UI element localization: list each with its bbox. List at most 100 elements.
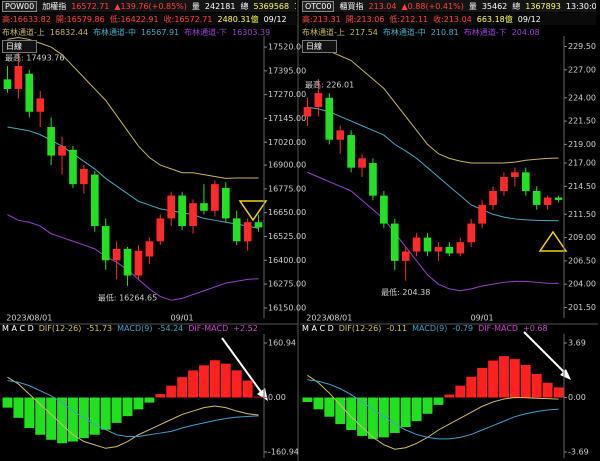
- macd-line: [307, 374, 559, 450]
- candle-body: [69, 149, 77, 185]
- y-tick-label: 16900.00: [268, 161, 306, 170]
- quote-item: 663.18億: [476, 14, 513, 24]
- histogram-bar: [122, 397, 133, 417]
- candle-body: [189, 203, 197, 227]
- candle-body: [554, 197, 563, 200]
- quote-item: 13:30:00: [294, 2, 296, 11]
- histogram-bar: [466, 376, 477, 398]
- macd-line: [7, 380, 259, 437]
- quote-item: OTC00: [302, 0, 335, 12]
- histogram-bar: [188, 370, 198, 398]
- x-tick-label: 09/01: [471, 314, 494, 323]
- down-triangle: [238, 200, 268, 222]
- y-tick-label: 227.00: [568, 65, 596, 74]
- candle-body: [445, 246, 454, 254]
- quote-item: 低:16422.91: [109, 14, 159, 24]
- candle-body: [101, 226, 110, 261]
- indicator-value: 217.54: [349, 27, 378, 37]
- histogram-bar: [335, 397, 346, 425]
- max-annotation: 最高: 226.01: [305, 80, 354, 90]
- histogram-bar: [100, 397, 111, 430]
- band-line: [307, 171, 559, 292]
- macd-line: [7, 376, 259, 449]
- quote-item: 開:213.06: [345, 14, 385, 24]
- y-tick-label: 211.50: [568, 210, 596, 219]
- histogram-bar: [455, 385, 466, 398]
- candle-body: [511, 172, 519, 177]
- histogram-bar: [488, 360, 498, 398]
- histogram-bar: [2, 397, 13, 408]
- y-tick-label: 204.00: [568, 280, 596, 289]
- candle-body: [532, 190, 541, 205]
- histogram-bar: [368, 397, 378, 439]
- indicator-value: 16567.91: [140, 27, 180, 37]
- quote-row: OTC00 櫃買指 213.04 ▲0.88(+0.41%) 量 35462 總 136789…: [302, 0, 596, 12]
- quote-item: 總: [512, 1, 521, 11]
- histogram-bar: [433, 397, 444, 405]
- candle-body: [347, 135, 355, 168]
- histogram-bar: [199, 365, 209, 398]
- x-tick-label: 2023/08/01: [306, 314, 352, 323]
- y-tick-label: 16150.00: [268, 303, 306, 312]
- arrow: [523, 331, 571, 380]
- indicator-value: 204.08: [511, 27, 540, 37]
- histogram-bar: [111, 397, 122, 423]
- candle-body: [489, 190, 497, 205]
- candle-body: [467, 223, 476, 243]
- candle-body: [58, 146, 66, 156]
- histogram-bar: [24, 397, 35, 428]
- y-tick-label: 0.00: [268, 393, 286, 402]
- candle-body: [200, 203, 208, 211]
- quote-item: 櫃買指: [339, 1, 364, 11]
- histogram-bar: [231, 370, 242, 398]
- histogram-bar: [302, 397, 313, 402]
- candle-body: [369, 163, 377, 196]
- y-tick-label: 17020.00: [268, 138, 306, 147]
- indicator-value: 16832.44: [49, 27, 89, 37]
- y-tick-label: 3.69: [568, 339, 586, 348]
- candle-body: [390, 223, 399, 261]
- y-tick-label: 16400.00: [268, 256, 306, 265]
- histogram-bar: [155, 394, 166, 398]
- y-tick-label: 16275.00: [268, 280, 306, 289]
- y-tick-label: 201.50: [568, 303, 596, 312]
- quote-item: 量: [191, 1, 200, 11]
- quote-item: 開:16579.86: [55, 14, 105, 24]
- candle-body: [112, 248, 121, 261]
- histogram-bar: [324, 397, 335, 417]
- macd-line: [307, 379, 559, 440]
- macd-title: M A C D: [302, 323, 334, 333]
- min-annotation: 最低: 204.38: [381, 287, 430, 297]
- candle-body: [145, 241, 154, 257]
- indicator-name: 布林通道-中: [382, 27, 426, 37]
- quote-item: 2480.31億: [217, 14, 259, 24]
- histogram-bar: [35, 397, 46, 435]
- histogram-bar: [68, 397, 78, 442]
- band-line: [307, 48, 559, 164]
- indicator-row: 布林通道-上 217.54 布林通道-中 210.81 布林通道-下 204.08: [302, 26, 596, 38]
- macd-header: M A C D DIF(12-26) -0.11 MACD(9) -0.79 DIF-MA…: [302, 322, 596, 334]
- candle-body: [14, 66, 23, 89]
- histogram-bar: [509, 359, 520, 398]
- indicator-name: 布林通道-下: [184, 27, 228, 37]
- candle-body: [412, 237, 421, 252]
- histogram-bar: [242, 380, 253, 398]
- histogram-bar: [46, 397, 57, 440]
- quote-item: 09/12: [263, 14, 287, 24]
- y-tick-label: 206.50: [568, 256, 596, 265]
- histogram-bar: [378, 397, 389, 438]
- y-tick-label: 16775.00: [268, 184, 306, 193]
- y-tick-label: 209.00: [568, 233, 596, 242]
- quote-row: POW00 加權指 16572.71 ▲139.76(+0.85%) 量 242181 總 5…: [2, 0, 296, 12]
- candle-body: [543, 197, 552, 205]
- histogram-bar: [531, 373, 542, 398]
- quote-item: 收:16572.71: [163, 14, 213, 24]
- quote-item: 量: [468, 1, 477, 11]
- y-tick-label: 229.50: [568, 42, 596, 51]
- histogram-bar: [520, 365, 531, 398]
- quote-item: ▲0.88(+0.41%): [401, 1, 464, 11]
- indicator-value: -54.24: [157, 323, 184, 333]
- period-select: 日線: [2, 40, 37, 53]
- y-tick-label: 16650.00: [268, 208, 306, 217]
